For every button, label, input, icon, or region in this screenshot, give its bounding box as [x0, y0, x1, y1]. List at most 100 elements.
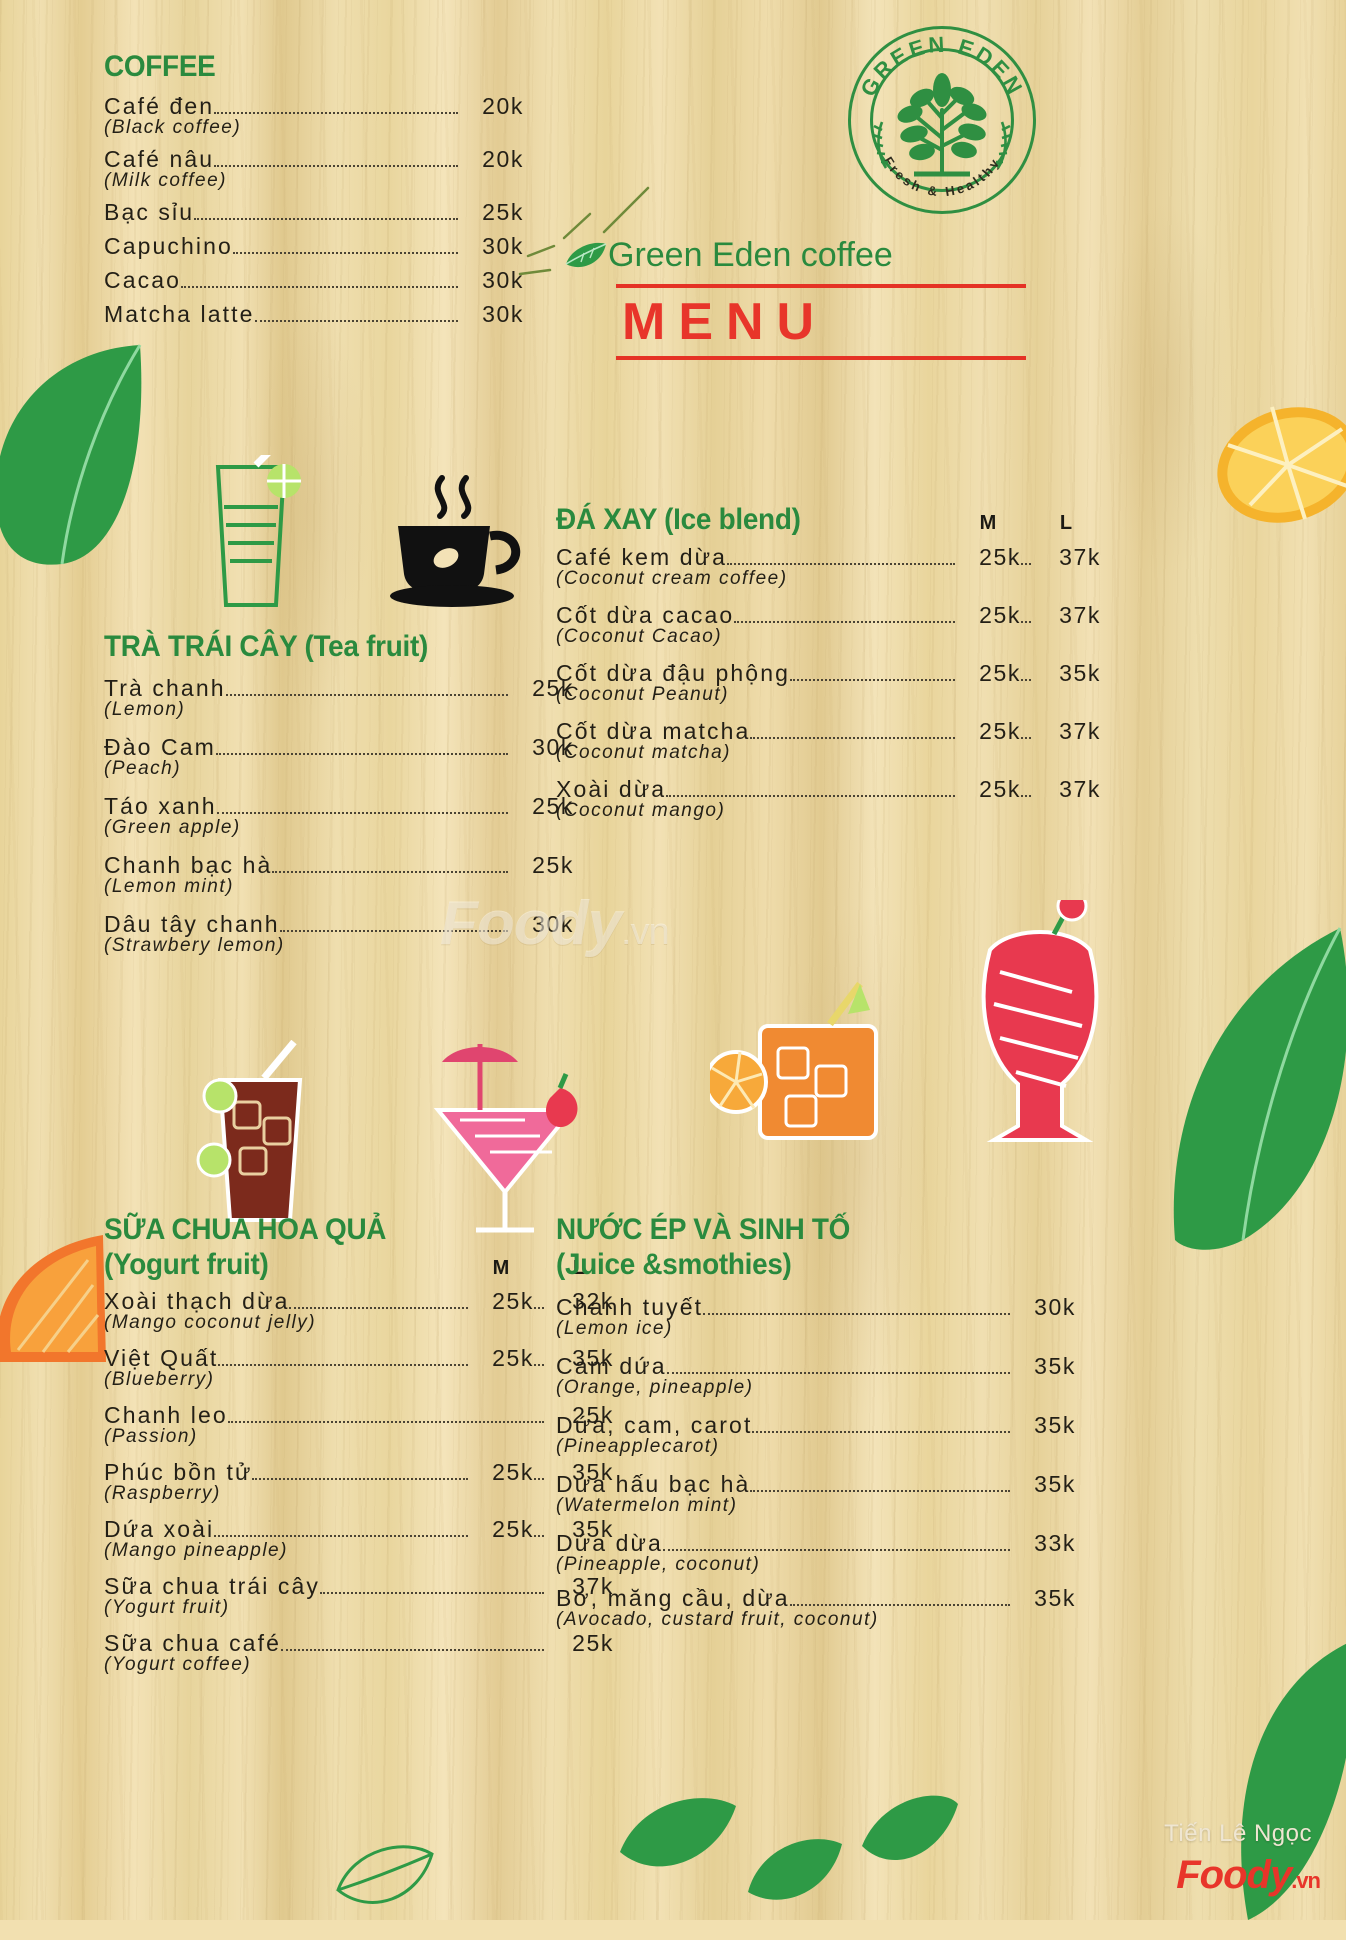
leaf-decoration-top-left: [0, 344, 142, 565]
item-subtitle: (Pineapple, coconut): [556, 1554, 761, 1576]
menu-item: Cacao 30k: [104, 267, 524, 294]
item-price-m: 25k: [979, 659, 1021, 686]
iced-tea-glass-icon: [196, 1040, 303, 1222]
leader-dots: [750, 1480, 1010, 1493]
item-subtitle: (Coconut Cacao): [556, 625, 723, 647]
title-rule-top: [616, 284, 1026, 288]
foody-logo: Foody.vn: [1176, 1853, 1321, 1898]
section-title-tea-fruit: TRÀ TRÁI CÂY (Tea fruit): [104, 630, 428, 663]
item-price: 30k: [1034, 1294, 1076, 1321]
item-name: Matcha latte: [104, 300, 255, 327]
menu-item: Chanh bạc hà 25k (Lemon mint): [104, 852, 574, 898]
ray-lines-decoration: [518, 186, 650, 276]
item-name: Café kem dừa: [556, 543, 727, 570]
item-price-m: 25k: [492, 1288, 534, 1315]
leader-dots: [272, 861, 508, 873]
coffee-cup-icon: [390, 475, 520, 607]
item-subtitle: (Coconut matcha): [556, 741, 732, 763]
menu-item: Việt Quất 25k 35k (Blueberry): [104, 1345, 614, 1391]
section-coffee: COFFEE Café đen 20k (Black coffee) Café n…: [104, 51, 524, 328]
mojito-glass-icon: [215, 455, 301, 607]
leader-dots: [252, 1468, 468, 1481]
item-name: Đào Cam: [104, 733, 216, 760]
logo-outer-ring: [848, 26, 1036, 214]
item-subtitle: (Lemon ice): [556, 1318, 673, 1340]
size-header-m: M: [492, 1256, 510, 1279]
section-title-ice-blend: ĐÁ XAY (Ice blend): [556, 503, 801, 536]
leaf-decoration-right: [1173, 927, 1346, 1250]
item-price-m: 25k: [979, 717, 1021, 744]
item-price: 20k: [482, 145, 524, 172]
size-header-l: L: [572, 1256, 586, 1279]
item-subtitle: (Coconut cream coffee): [556, 567, 788, 589]
item-price: 35k: [1034, 1471, 1076, 1498]
foody-logo-suffix: .vn: [1291, 1868, 1321, 1893]
item-subtitle: (Peach): [104, 757, 182, 779]
item-name: Cốt dừa cacao: [556, 601, 735, 628]
item-price-l: 35k: [572, 1516, 614, 1543]
leader-dots: [789, 669, 955, 681]
item-subtitle: (Watermelon mint): [556, 1495, 738, 1517]
item-name: Sữa chua café: [104, 1630, 281, 1657]
item-price-m: 25k: [492, 1459, 534, 1486]
watermark-foody-suffix: .vn: [620, 911, 670, 953]
leader-dots: [280, 1639, 544, 1652]
item-subtitle: (Orange, pineapple): [556, 1377, 754, 1399]
menu-item: Phúc bồn tử 25k 35k (Raspberry): [104, 1459, 614, 1505]
menu-item: Trà chanh 25k (Lemon): [104, 675, 574, 721]
item-subtitle: (Blueberry): [104, 1369, 215, 1391]
size-header-m: M: [979, 512, 997, 534]
item-name: Dứa, cam, carot: [556, 1412, 753, 1439]
item-price-m: 25k: [979, 601, 1021, 628]
menu-item: Café đen 20k (Black coffee): [104, 93, 524, 139]
item-subtitle: (Black coffee): [104, 116, 242, 138]
item-subtitle: (Lemon): [104, 698, 186, 720]
item-price-l: 25k: [572, 1402, 614, 1429]
item-name: Phúc bồn tử: [104, 1459, 253, 1486]
item-price-l: 37k: [1059, 717, 1101, 744]
hurricane-cocktail-icon: [981, 900, 1099, 1142]
menu-item: Đào Cam 30k (Peach): [104, 734, 574, 780]
item-price-l: 35k: [572, 1345, 614, 1372]
logo-inner-ring: [870, 48, 1014, 192]
item-price: 25k: [532, 851, 574, 878]
menu-item: Bạc sỉu 25k: [104, 199, 524, 226]
menu-item: Matcha latte 30k: [104, 301, 524, 328]
menu-item: Dâu tây chanh 30k (Strawbery lemon): [104, 911, 574, 957]
credit-author: Tiến Lê Ngọc: [1164, 1820, 1312, 1847]
item-name: Trà chanh: [104, 674, 226, 701]
menu-item: Cốt dừa đậu phộng 25k 35k (Coconut Peanut): [556, 660, 1101, 706]
leaf-icon-brand: [565, 242, 607, 268]
orange-slice-left: [0, 1235, 106, 1362]
menu-item: Café kem dừa 25k 37k (Coconut cream coffee…: [556, 544, 1101, 590]
item-name: Chanh tuyết: [556, 1294, 704, 1321]
brand-logo: GREEN EDEN Fresh & Healthy: [848, 26, 1036, 214]
item-subtitle: (Passion): [104, 1426, 198, 1448]
section-title-juice-line2: (Juice &smothies): [556, 1247, 792, 1281]
item-price-l: 32k: [572, 1288, 614, 1315]
item-name: Dưa hấu bạc hà: [556, 1471, 751, 1498]
item-name: Cốt dừa đậu phộng: [556, 659, 790, 686]
leader-dots: [214, 155, 458, 167]
menu-item: Dứa, cam, carot 35k (Pineapplecarot): [556, 1412, 1076, 1458]
item-name: Việt Quất: [104, 1345, 219, 1372]
menu-word: MENU: [622, 293, 828, 351]
item-subtitle: (Green apple): [104, 816, 241, 838]
item-price: 25k: [532, 792, 574, 819]
menu-item: Chanh tuyết 30k (Lemon ice): [556, 1294, 1076, 1340]
item-name: Café đen: [104, 92, 215, 119]
item-subtitle: (Avocado, custard fruit, coconut): [556, 1609, 879, 1631]
item-name: Sữa chua trái cây: [104, 1573, 321, 1600]
leader-dots: [703, 1303, 1010, 1316]
leader-dots-gap: [1021, 727, 1031, 739]
section-title-juice-line1: NƯỚC ÉP VÀ SINH TỐ: [556, 1213, 851, 1246]
item-price: 30k: [532, 910, 574, 937]
title-rule-bottom: [616, 356, 1026, 360]
item-price: 35k: [1034, 1585, 1076, 1612]
leader-dots: [279, 920, 508, 932]
leader-dots: [734, 611, 955, 623]
item-price: 30k: [482, 232, 524, 259]
item-price-l: 37k: [1059, 775, 1101, 802]
leader-dots-gap: [534, 1525, 544, 1538]
menu-item: Cốt dừa cacao 25k 37k (Coconut Cacao): [556, 602, 1101, 648]
